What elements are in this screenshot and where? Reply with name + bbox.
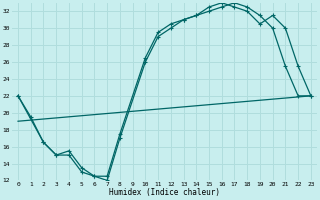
X-axis label: Humidex (Indice chaleur): Humidex (Indice chaleur) [109, 188, 220, 197]
